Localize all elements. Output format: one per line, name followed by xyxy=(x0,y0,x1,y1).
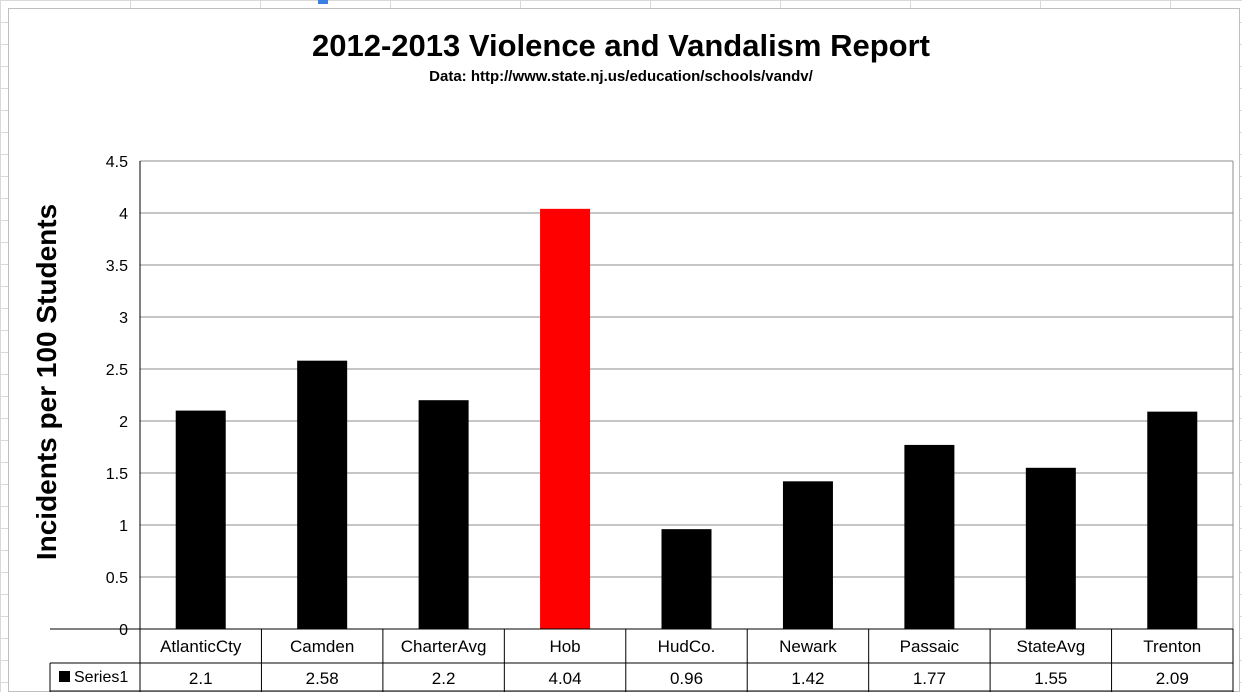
chart-title: 2012-2013 Violence and Vandalism Report xyxy=(312,28,930,63)
y-tick-label: 0 xyxy=(119,622,128,639)
x-tick-label: Hob xyxy=(549,637,580,656)
x-tick-label: AtlanticCty xyxy=(160,637,242,656)
bar-passaic xyxy=(904,444,955,629)
data-label: 2.2 xyxy=(432,669,456,688)
y-tick-label: 4 xyxy=(119,206,128,223)
x-tick-label: HudCo. xyxy=(658,637,716,656)
data-label: 1.77 xyxy=(913,669,946,688)
x-tick-label: CharterAvg xyxy=(401,637,487,656)
y-tick-label: 0.5 xyxy=(106,570,128,587)
x-tick-label: Trenton xyxy=(1143,637,1201,656)
y-tick-label: 3.5 xyxy=(106,258,128,275)
data-label: 1.55 xyxy=(1034,669,1067,688)
chart-subtitle: Data: http://www.state.nj.us/education/s… xyxy=(429,68,813,85)
data-label: 1.42 xyxy=(791,669,824,688)
bar-stateavg xyxy=(1025,467,1076,629)
bar-atlanticcty xyxy=(175,410,226,629)
bar-charteravg xyxy=(418,400,469,629)
x-tick-label: Passaic xyxy=(900,637,960,656)
bar-newark xyxy=(782,481,833,629)
y-tick-label: 1.5 xyxy=(106,466,128,483)
y-tick-label: 2 xyxy=(119,414,128,431)
y-tick-label: 1 xyxy=(119,518,128,535)
bar-trenton xyxy=(1147,411,1198,629)
data-label: 2.1 xyxy=(189,669,213,688)
x-tick-label: StateAvg xyxy=(1016,637,1085,656)
data-label: 0.96 xyxy=(670,669,703,688)
x-tick-label: Newark xyxy=(779,637,837,656)
bar-hob xyxy=(540,208,591,629)
y-tick-label: 4.5 xyxy=(106,154,128,171)
y-tick-label: 2.5 xyxy=(106,362,128,379)
column-selection-handle[interactable] xyxy=(318,0,328,4)
series-legend-label: Series1 xyxy=(74,669,128,686)
bar-hudco- xyxy=(661,529,712,629)
y-tick-label: 3 xyxy=(119,310,128,327)
data-label: 4.04 xyxy=(549,669,582,688)
data-label: 2.58 xyxy=(306,669,339,688)
x-tick-label: Camden xyxy=(290,637,354,656)
series-legend-key xyxy=(59,671,70,682)
bar-camden xyxy=(297,360,348,629)
data-label: 2.09 xyxy=(1156,669,1189,688)
